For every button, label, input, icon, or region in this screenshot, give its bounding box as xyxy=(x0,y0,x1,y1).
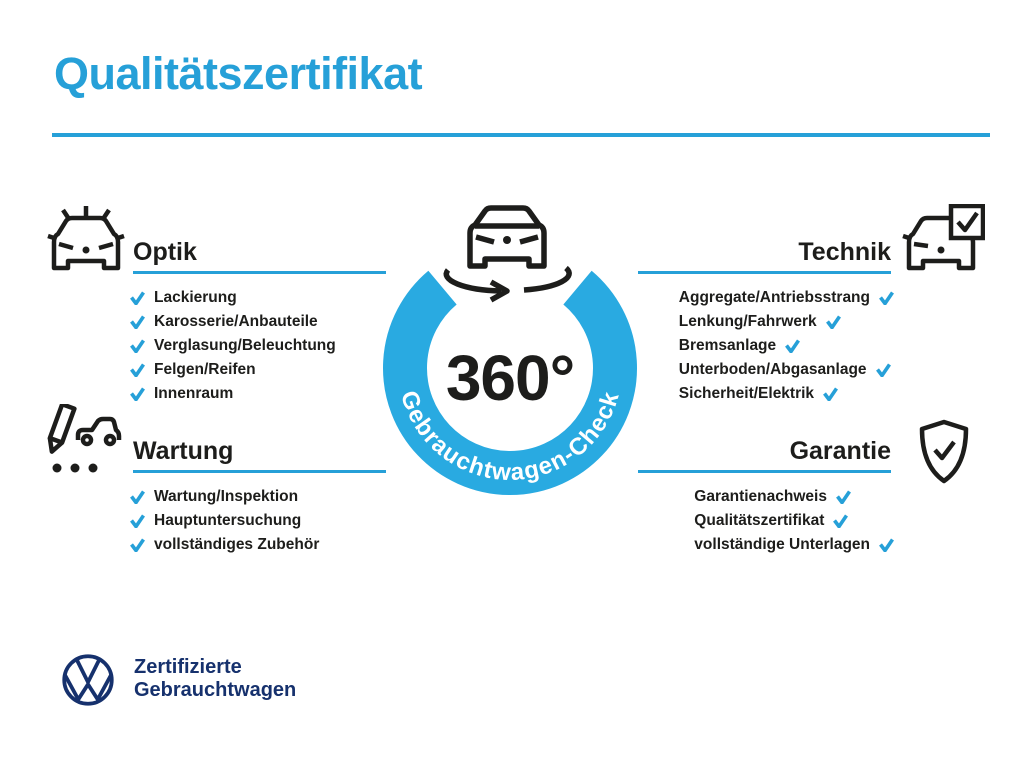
shiny-car-icon xyxy=(47,206,125,271)
list-item: vollständiges Zubehör xyxy=(130,533,319,557)
item-label: Qualitätszertifikat xyxy=(694,512,825,529)
list-item: Verglasung/Beleuchtung xyxy=(130,334,336,358)
check-icon xyxy=(130,291,145,305)
section-title-wartung: Wartung xyxy=(133,437,234,465)
list-item: Bremsanlage xyxy=(679,334,894,358)
section-divider-wartung xyxy=(133,470,386,473)
item-label: Unterboden/Abgasanlage xyxy=(678,361,867,378)
item-label: Aggregate/Antriebsstrang xyxy=(678,289,870,306)
section-divider-optik xyxy=(133,271,386,274)
badge-ring xyxy=(383,270,637,495)
check-icon xyxy=(823,387,839,401)
vw-logo xyxy=(62,654,114,706)
check-icon xyxy=(825,315,841,329)
list-item: Karosserie/Anbauteile xyxy=(130,310,336,334)
check-icon xyxy=(836,490,851,504)
car-checkbox-icon xyxy=(902,204,985,271)
item-label: Bremsanlage xyxy=(678,337,777,354)
pencil-car-checklist-icon xyxy=(47,404,122,473)
item-label: Lenkung/Fahrwerk xyxy=(678,313,817,330)
car-360-rotation-icon xyxy=(443,205,572,303)
check-icon xyxy=(875,363,891,377)
item-label: vollständiges Zubehör xyxy=(154,536,320,553)
check-icon xyxy=(785,339,801,353)
check-icon xyxy=(879,538,894,552)
list-item: Unterboden/Abgasanlage xyxy=(679,358,894,382)
section-divider-technik xyxy=(638,271,891,274)
section-title-garantie: Garantie xyxy=(789,437,891,465)
badge-degree-value: 360° xyxy=(446,342,574,414)
list-item: Hauptuntersuchung xyxy=(130,509,319,533)
item-label: Sicherheit/Elektrik xyxy=(678,385,815,402)
wartung-item-list: Wartung/Inspektion Hauptuntersuchung vol… xyxy=(130,485,319,557)
list-item: Garantienachweis xyxy=(694,485,894,509)
item-label: Lackierung xyxy=(154,289,237,306)
footer-brand-line2: Gebrauchtwagen xyxy=(134,679,297,701)
check-icon xyxy=(833,514,849,528)
item-label: Verglasung/Beleuchtung xyxy=(154,337,336,354)
item-label: Felgen/Reifen xyxy=(154,361,256,378)
section-title-technik: Technik xyxy=(798,238,891,266)
360-check-badge: Gebrauchtwagen-Check 360° xyxy=(383,205,637,495)
check-icon xyxy=(130,514,145,528)
section-title-optik: Optik xyxy=(133,238,197,266)
item-label: Karosserie/Anbauteile xyxy=(154,313,318,330)
footer-brand-line1: Zertifizierte xyxy=(134,656,242,678)
check-icon xyxy=(130,387,145,401)
technik-item-list: Aggregate/Antriebsstrang Lenkung/Fahrwer… xyxy=(679,286,894,406)
item-label: Garantienachweis xyxy=(694,488,827,505)
list-item: Wartung/Inspektion xyxy=(130,485,319,509)
list-item: Lackierung xyxy=(130,286,336,310)
list-item: Qualitätszertifikat xyxy=(694,509,894,533)
check-icon xyxy=(130,490,145,504)
item-label: Innenraum xyxy=(154,385,234,402)
list-item: vollständige Unterlagen xyxy=(694,533,894,557)
shield-check-icon xyxy=(919,419,969,484)
page-title: Qualitätszertifikat xyxy=(54,48,423,99)
footer-brand-text: Zertifizierte Gebrauchtwagen xyxy=(134,656,296,702)
section-divider-garantie xyxy=(638,470,891,473)
check-icon xyxy=(130,363,145,377)
list-item: Felgen/Reifen xyxy=(130,358,336,382)
item-label: vollständige Unterlagen xyxy=(694,536,870,553)
check-icon xyxy=(130,339,145,353)
check-icon xyxy=(130,315,145,329)
item-label: Hauptuntersuchung xyxy=(154,512,302,529)
title-divider xyxy=(52,133,990,137)
item-label: Wartung/Inspektion xyxy=(154,488,299,505)
check-icon xyxy=(130,538,145,552)
list-item: Sicherheit/Elektrik xyxy=(679,382,894,406)
garantie-item-list: Garantienachweis Qualitätszertifikat vol… xyxy=(694,485,894,557)
check-icon xyxy=(879,291,894,305)
optik-item-list: Lackierung Karosserie/Anbauteile Verglas… xyxy=(130,286,336,406)
list-item: Lenkung/Fahrwerk xyxy=(679,310,894,334)
list-item: Aggregate/Antriebsstrang xyxy=(679,286,894,310)
list-item: Innenraum xyxy=(130,382,336,406)
